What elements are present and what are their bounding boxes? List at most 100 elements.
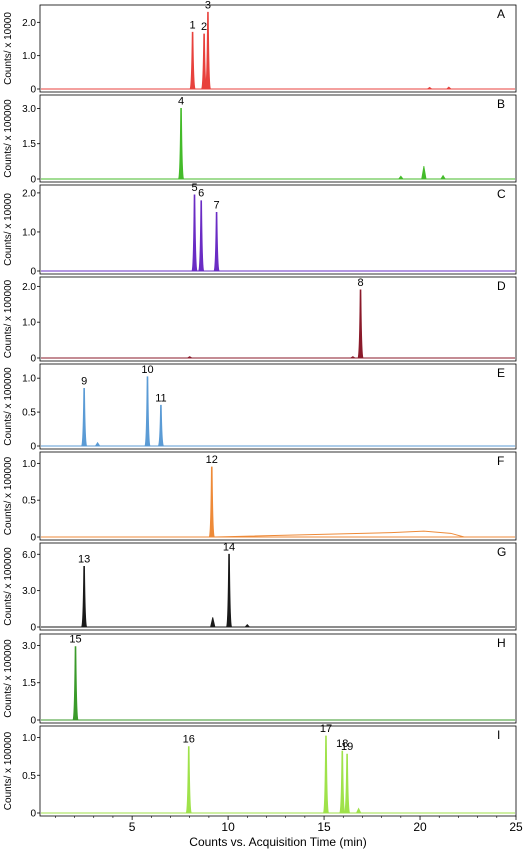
peak-label: 19	[341, 741, 353, 753]
peak-18	[338, 750, 346, 814]
minor-peak	[355, 807, 362, 814]
panel-b: 0 1.5 3.0 Counts/ x 100000 B 4	[3, 94, 517, 186]
peak-label: 12	[206, 454, 218, 466]
panel-letter: I	[497, 728, 500, 742]
peak-15	[72, 646, 79, 721]
panel-e: 0 0.5 1.0 Counts/ x 100000 E 9 10 11	[3, 363, 517, 453]
y-tick-label: 0	[30, 267, 36, 278]
peak-7	[213, 212, 221, 272]
peak-label: 11	[155, 392, 166, 404]
panel-letter: B	[497, 97, 505, 111]
y-axis-label: Counts/ x 100000	[3, 547, 14, 626]
peak-label: 9	[81, 375, 87, 387]
y-tick-label: 3.0	[22, 586, 36, 597]
panel-letter: H	[497, 636, 506, 650]
peak-label: 8	[357, 277, 363, 289]
y-tick-label: 1.0	[22, 374, 36, 385]
y-axis-label: Counts/ x 10000	[3, 12, 14, 85]
x-tick-label: 5	[129, 820, 136, 834]
baseline-drift	[214, 530, 465, 538]
y-tick-label: 6.0	[22, 550, 36, 561]
peak-label: 14	[223, 541, 235, 553]
panel-letter: E	[497, 366, 505, 380]
y-tick-label: 2.0	[22, 18, 36, 29]
peak-8	[357, 289, 364, 359]
panel-d: 0 1.0 2.0 Counts/ x 100000 D 8	[3, 276, 517, 365]
minor-peak	[440, 174, 446, 180]
y-tick-label: 1.0	[22, 318, 36, 329]
peak-label: 17	[320, 723, 332, 735]
panel-frame	[39, 94, 517, 183]
y-tick-label: 0	[30, 809, 36, 820]
panel-letter: G	[497, 545, 506, 559]
x-tick-label: 15	[317, 820, 331, 834]
minor-peak	[397, 175, 404, 180]
peak-label: 10	[141, 364, 153, 376]
panel-frame	[39, 276, 517, 362]
peak-label: 15	[69, 634, 81, 646]
peak-6	[197, 200, 205, 272]
minor-peak	[94, 441, 101, 447]
panel-g: 0 3.0 6.0 Counts/ x 100000 G 13 14	[3, 541, 517, 634]
panel-frame	[39, 451, 517, 541]
peak-17	[322, 735, 330, 814]
panel-f: 0 0.5 1.0 Counts/ x 100000 F 12	[3, 451, 517, 544]
x-tick-label: 20	[413, 820, 427, 834]
peak-13	[80, 565, 88, 628]
panel-frame	[39, 4, 517, 93]
peak-10	[144, 376, 151, 447]
peak-label: 3	[205, 0, 211, 11]
panel-letter: F	[497, 454, 504, 468]
y-tick-label: 3.0	[22, 104, 36, 115]
peak-label: 7	[214, 199, 220, 211]
panel-frame	[39, 363, 517, 450]
peak-11	[157, 404, 165, 447]
panel-letter: A	[497, 7, 505, 21]
minor-peak	[349, 356, 357, 359]
peak-9	[80, 387, 88, 447]
y-tick-label: 0	[30, 623, 36, 634]
peak-3	[204, 11, 212, 90]
y-tick-label: 0	[30, 442, 36, 453]
peak-1	[189, 31, 197, 90]
peak-label: 6	[198, 188, 204, 200]
y-tick-label: 1.5	[22, 678, 36, 689]
y-tick-label: 1.0	[22, 51, 36, 62]
panel-h: 0 1.5 3.0 Counts/ x 100000 H 15	[3, 633, 517, 727]
peak-16	[185, 746, 193, 814]
minor-peak	[421, 165, 427, 180]
y-axis-label: Counts/ x 100000	[3, 367, 14, 446]
y-tick-label: 2.0	[22, 188, 36, 199]
y-axis-label: Counts/ x 100000	[3, 731, 14, 810]
peak-label: 13	[78, 553, 90, 565]
y-tick-label: 2.0	[22, 282, 36, 293]
y-axis-label: Counts/ x 100000	[3, 279, 14, 358]
minor-peak	[244, 623, 251, 628]
peak-label: 16	[183, 734, 195, 746]
peak-label: 4	[178, 95, 184, 107]
y-axis-label: Counts/ x 100000	[3, 639, 14, 718]
peak-19	[343, 753, 351, 814]
minor-peak	[186, 356, 194, 359]
panel-frame	[39, 633, 517, 724]
peak-5	[191, 194, 198, 272]
panel-letter: D	[497, 279, 506, 293]
y-axis-label: Counts/ x 10000	[3, 193, 14, 266]
y-tick-label: 1.5	[22, 139, 36, 150]
y-tick-label: 0	[30, 175, 36, 186]
panel-letter: C	[497, 187, 506, 201]
y-tick-label: 0.5	[22, 408, 36, 419]
y-tick-label: 0	[30, 85, 36, 96]
y-tick-label: 1.0	[22, 227, 36, 238]
x-tick-label: 10	[221, 820, 235, 834]
x-tick-label: 25	[509, 820, 523, 834]
panel-frame	[39, 184, 517, 275]
y-tick-label: 0	[30, 354, 36, 365]
y-tick-label: 0.5	[22, 496, 36, 507]
y-tick-label: 0.5	[22, 771, 36, 782]
peak-label: 1	[190, 19, 196, 31]
panel-frame	[39, 725, 517, 817]
x-axis-label: Counts vs. Acquisition Time (min)	[189, 835, 366, 849]
peak-label: 2	[201, 21, 207, 33]
